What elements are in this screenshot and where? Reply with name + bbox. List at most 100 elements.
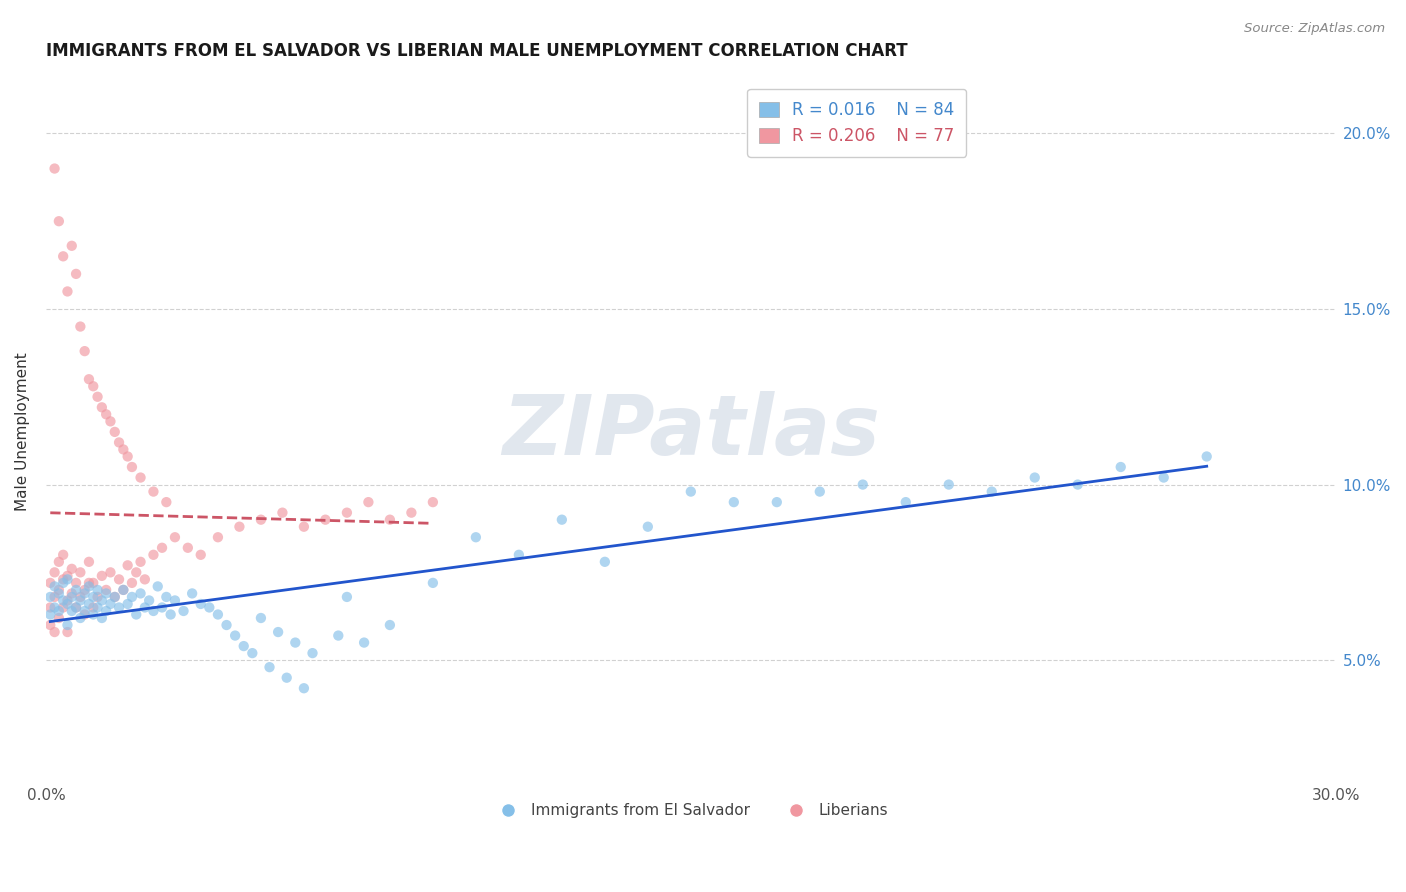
Point <box>250 513 273 527</box>
Point <box>723 495 745 509</box>
Point <box>52 548 75 562</box>
Text: IMMIGRANTS FROM EL SALVADOR VS LIBERIAN MALE UNEMPLOYMENT CORRELATION CHART: IMMIGRANTS FROM EL SALVADOR VS LIBERIAN … <box>46 42 908 60</box>
Point <box>108 435 131 450</box>
Point <box>150 541 173 555</box>
Point <box>198 600 221 615</box>
Point <box>104 590 127 604</box>
Point <box>44 600 66 615</box>
Point <box>112 442 135 457</box>
Point <box>155 590 177 604</box>
Point <box>56 625 79 640</box>
Point <box>125 566 148 580</box>
Point <box>422 495 444 509</box>
Point <box>117 597 139 611</box>
Point <box>90 593 112 607</box>
Point <box>228 519 250 533</box>
Point <box>207 607 229 622</box>
Point <box>82 590 104 604</box>
Point <box>117 558 139 573</box>
Point <box>77 597 100 611</box>
Point <box>894 495 917 509</box>
Point <box>259 660 281 674</box>
Point <box>96 604 118 618</box>
Point <box>301 646 323 660</box>
Point <box>69 593 91 607</box>
Point <box>39 607 62 622</box>
Point <box>52 249 75 263</box>
Point <box>276 671 298 685</box>
Point <box>82 575 104 590</box>
Point <box>44 579 66 593</box>
Point <box>56 569 79 583</box>
Point <box>108 573 131 587</box>
Point <box>77 575 100 590</box>
Point <box>357 495 380 509</box>
Point <box>129 470 152 484</box>
Text: Source: ZipAtlas.com: Source: ZipAtlas.com <box>1244 22 1385 36</box>
Point <box>39 618 62 632</box>
Point <box>112 582 135 597</box>
Y-axis label: Male Unemployment: Male Unemployment <box>15 352 30 511</box>
Point <box>980 484 1002 499</box>
Point <box>240 646 263 660</box>
Point <box>464 530 486 544</box>
Point <box>73 582 96 597</box>
Point <box>808 484 831 499</box>
Point <box>86 390 108 404</box>
Point <box>39 575 62 590</box>
Point <box>232 639 254 653</box>
Point <box>422 575 444 590</box>
Point <box>117 450 139 464</box>
Point <box>86 600 108 615</box>
Point <box>336 590 359 604</box>
Point <box>121 460 143 475</box>
Point <box>163 530 186 544</box>
Point <box>112 582 135 597</box>
Point <box>142 604 165 618</box>
Point <box>508 548 530 562</box>
Point <box>100 414 122 428</box>
Point <box>48 604 70 618</box>
Point <box>1153 470 1175 484</box>
Point <box>52 600 75 615</box>
Point <box>60 590 83 604</box>
Point <box>44 566 66 580</box>
Point <box>181 586 204 600</box>
Point <box>679 484 702 499</box>
Point <box>60 562 83 576</box>
Point <box>177 541 200 555</box>
Point <box>56 593 79 607</box>
Point <box>190 548 212 562</box>
Point <box>73 586 96 600</box>
Point <box>52 575 75 590</box>
Point <box>96 408 118 422</box>
Point <box>155 495 177 509</box>
Point <box>73 604 96 618</box>
Point <box>73 344 96 359</box>
Point <box>69 590 91 604</box>
Point <box>82 600 104 615</box>
Point <box>69 566 91 580</box>
Point <box>56 285 79 299</box>
Point <box>353 635 375 649</box>
Point <box>129 555 152 569</box>
Point <box>173 604 195 618</box>
Point <box>314 513 336 527</box>
Point <box>100 597 122 611</box>
Point <box>90 401 112 415</box>
Point <box>224 629 246 643</box>
Point <box>551 513 574 527</box>
Point <box>190 597 212 611</box>
Point <box>48 586 70 600</box>
Point <box>378 513 401 527</box>
Point <box>90 569 112 583</box>
Point <box>292 681 315 696</box>
Point <box>328 629 350 643</box>
Point <box>77 579 100 593</box>
Point <box>100 566 122 580</box>
Point <box>90 611 112 625</box>
Point <box>96 582 118 597</box>
Point <box>104 590 127 604</box>
Point <box>44 625 66 640</box>
Point <box>378 618 401 632</box>
